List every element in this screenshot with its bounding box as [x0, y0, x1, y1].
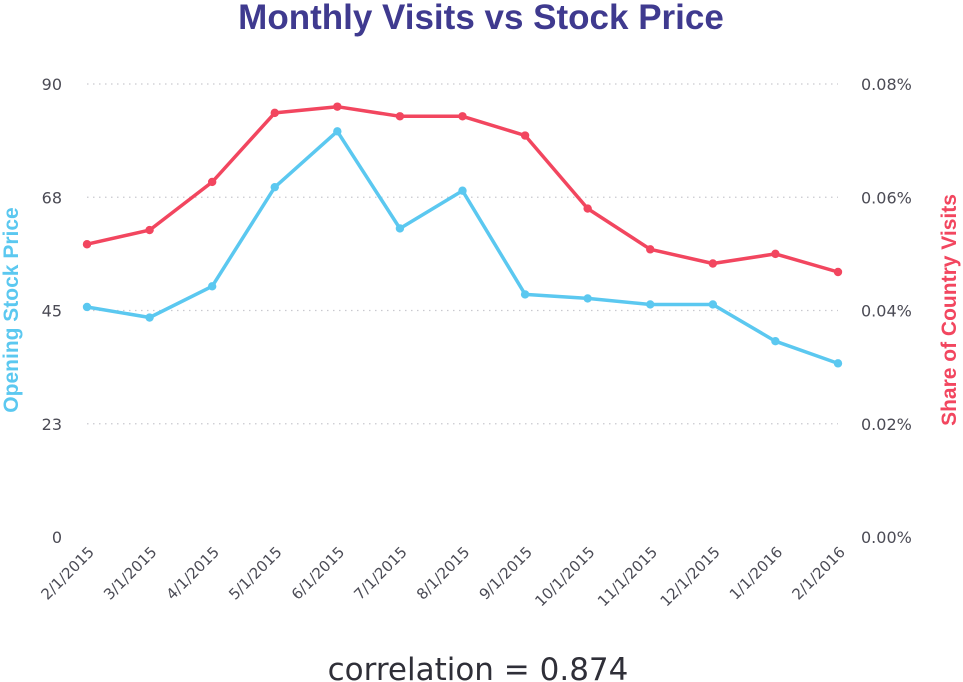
left-axis-label: Opening Stock Price — [0, 207, 23, 412]
right-tick-label: 0.06% — [861, 188, 912, 207]
data-point[interactable] — [207, 177, 217, 187]
x-tick-label: 7/1/2015 — [350, 543, 410, 603]
series-stock — [82, 127, 843, 368]
x-tick-label: 6/1/2015 — [288, 543, 348, 603]
data-point[interactable] — [458, 112, 467, 121]
x-axis-ticks: 2/1/2015 3/1/2015 4/1/2015 5/1/2015 6/1/2015… — [37, 543, 848, 610]
data-point[interactable] — [646, 300, 655, 309]
right-axis-ticks: 0.00% 0.02% 0.04% 0.06% 0.08% — [861, 75, 912, 547]
data-point[interactable] — [395, 112, 405, 121]
data-point[interactable] — [333, 127, 342, 136]
x-tick-label: 2/1/2015 — [37, 543, 97, 603]
right-tick-label: 0.08% — [861, 75, 912, 94]
series-line — [85, 129, 840, 366]
data-point[interactable] — [82, 240, 92, 249]
data-point[interactable] — [270, 182, 279, 192]
x-tick-label: 4/1/2015 — [163, 543, 223, 603]
right-tick-label: 0.04% — [861, 302, 912, 321]
left-tick-label: 23 — [42, 415, 62, 434]
right-axis-label: Share of Country Visits — [938, 194, 961, 426]
data-point[interactable] — [520, 290, 530, 299]
x-tick-label: 1/1/2016 — [726, 543, 786, 603]
x-tick-label: 9/1/2015 — [476, 543, 536, 603]
data-point[interactable] — [333, 102, 342, 111]
correlation-label: correlation = 0.874 — [328, 652, 629, 682]
x-tick-label: 11/1/2015 — [594, 543, 661, 610]
left-tick-label: 68 — [42, 188, 62, 207]
x-tick-label: 10/1/2015 — [531, 543, 598, 610]
data-point[interactable] — [771, 337, 780, 346]
data-point[interactable] — [520, 131, 530, 140]
series-visits — [82, 102, 843, 277]
data-point[interactable] — [833, 267, 843, 277]
data-point[interactable] — [145, 225, 154, 235]
x-tick-label: 8/1/2015 — [413, 543, 473, 603]
data-point[interactable] — [646, 245, 655, 254]
right-tick-label: 0.00% — [861, 528, 912, 547]
data-point[interactable] — [708, 300, 718, 309]
left-tick-label: 0 — [52, 528, 62, 547]
data-point[interactable] — [771, 249, 780, 259]
data-point[interactable] — [395, 224, 405, 233]
left-tick-label: 90 — [42, 75, 62, 94]
data-point[interactable] — [82, 302, 92, 312]
chart-title: Monthly Visits vs Stock Price — [238, 0, 724, 37]
data-point[interactable] — [270, 108, 279, 118]
left-axis-ticks: 0 23 45 68 90 — [42, 75, 62, 547]
x-tick-label: 2/1/2016 — [788, 543, 848, 603]
data-point[interactable] — [458, 186, 467, 195]
data-point[interactable] — [833, 359, 843, 368]
left-tick-label: 45 — [42, 302, 62, 321]
x-tick-label: 3/1/2015 — [100, 543, 160, 603]
data-point[interactable] — [583, 204, 592, 213]
gridlines — [87, 83, 838, 425]
series-layer — [82, 102, 843, 368]
data-point[interactable] — [708, 259, 718, 268]
x-tick-label: 5/1/2015 — [225, 543, 285, 603]
right-tick-label: 0.02% — [861, 415, 912, 434]
x-tick-label: 12/1/2015 — [657, 543, 724, 610]
data-point[interactable] — [145, 313, 154, 322]
data-point[interactable] — [583, 294, 592, 303]
data-point[interactable] — [207, 282, 217, 291]
